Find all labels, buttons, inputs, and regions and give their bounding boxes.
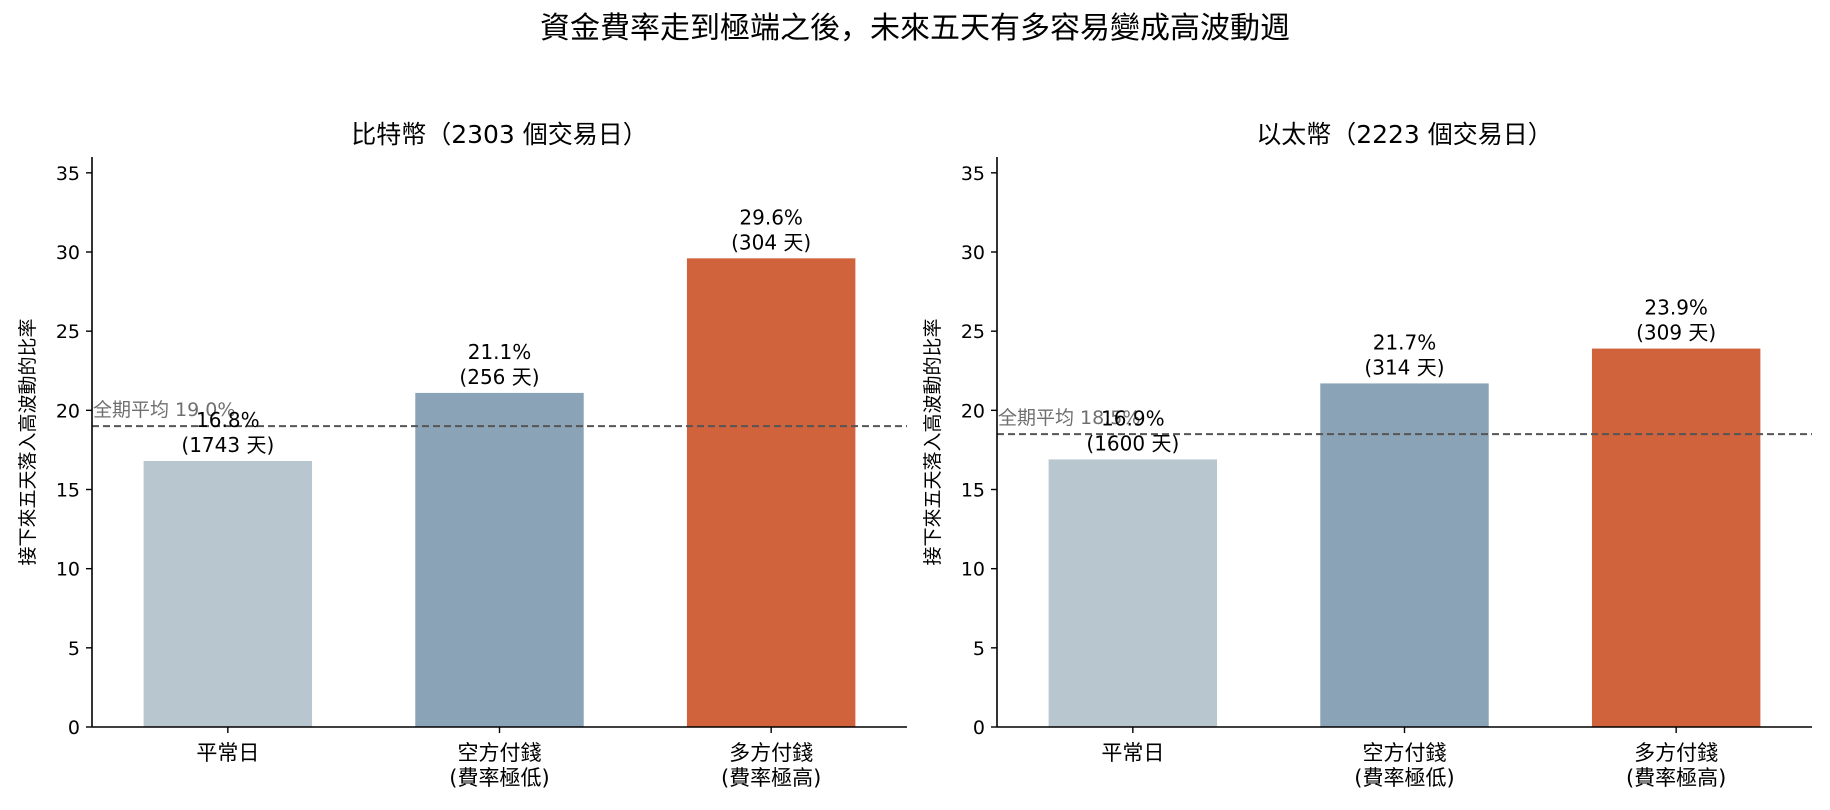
bar [1048, 459, 1218, 727]
y-tick-label: 35 [961, 163, 985, 185]
y-tick-label: 5 [68, 638, 80, 660]
panel-title: 以太幣（2223 個交易日） [1256, 120, 1553, 149]
data-label-days: (304 天) [731, 230, 811, 254]
data-label-days: (1743 天) [181, 433, 274, 457]
bar [686, 258, 856, 727]
y-tick-label: 10 [961, 559, 985, 581]
x-tick-label: 多方付錢(費率極高) [721, 741, 821, 790]
data-label-value: 16.8% [196, 408, 260, 432]
y-tick-label: 15 [961, 480, 985, 502]
y-tick-label: 15 [56, 480, 80, 502]
figure-title: 資金費率走到極端之後，未來五天有多容易變成高波動週 [540, 11, 1290, 46]
y-tick-label: 0 [68, 717, 80, 739]
data-label-value: 16.9% [1101, 406, 1165, 430]
chart-panels: 比特幣（2303 個交易日）接下來五天落入高波動的比率 全期平均 19.0%16.… [17, 120, 1812, 790]
data-label-days: (256 天) [459, 365, 539, 389]
x-tick-label: 空方付錢(費率極低) [449, 741, 549, 790]
y-axis-label: 接下來五天落入高波動的比率 [17, 318, 39, 565]
y-axis-label: 接下來五天落入高波動的比率 [922, 318, 944, 565]
y-tick-label: 25 [961, 321, 985, 343]
bar [415, 392, 584, 727]
y-tick-label: 30 [56, 242, 80, 264]
chart-panel-1: 比特幣（2303 個交易日） 接下來五天落入高波動的比率 全期平均 19.0%16.… [17, 120, 907, 790]
y-tick-label: 20 [961, 400, 985, 422]
bar [1320, 383, 1489, 727]
data-label-days: (309 天) [1636, 321, 1716, 345]
data-label-value: 29.6% [739, 205, 803, 229]
bar [143, 461, 313, 727]
y-tick-label: 30 [961, 242, 985, 264]
data-label-value: 21.7% [1373, 330, 1437, 354]
y-tick-label: 10 [56, 559, 80, 581]
data-label-days: (1600 天) [1086, 431, 1179, 455]
bar [1591, 348, 1761, 727]
panel-title: 比特幣（2303 個交易日） [351, 120, 648, 149]
y-tick-label: 0 [973, 717, 985, 739]
chart-panel-2: 以太幣（2223 個交易日） 接下來五天落入高波動的比率 全期平均 18.5%16.… [922, 120, 1812, 790]
x-tick-label: 空方付錢(費率極低) [1354, 741, 1454, 790]
y-tick-label: 35 [56, 163, 80, 185]
average-label: 全期平均 18.5% [998, 407, 1140, 429]
x-tick-label: 多方付錢(費率極高) [1626, 741, 1726, 790]
y-tick-label: 5 [973, 638, 985, 660]
data-label-value: 21.1% [468, 340, 532, 364]
x-tick-label: 平常日 [1101, 741, 1164, 765]
x-tick-label: 平常日 [196, 741, 259, 765]
average-label: 全期平均 19.0% [93, 399, 235, 421]
y-tick-label: 20 [56, 400, 80, 422]
y-tick-label: 25 [56, 321, 80, 343]
data-label-days: (314 天) [1364, 355, 1444, 379]
data-label-value: 23.9% [1644, 296, 1708, 320]
